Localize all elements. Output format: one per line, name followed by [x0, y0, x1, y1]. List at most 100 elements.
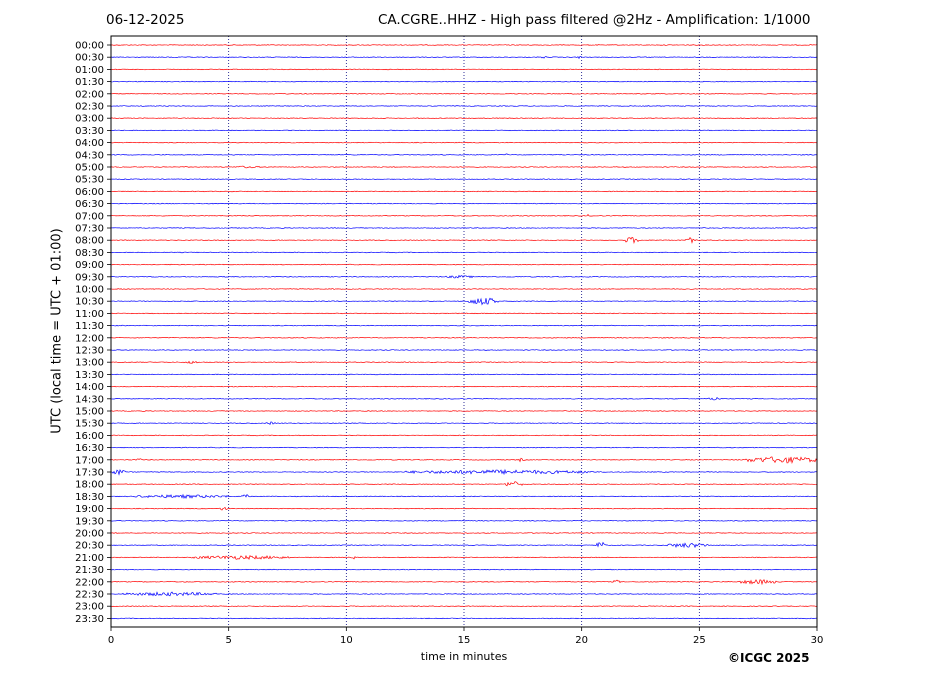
trace-0900 [110, 263, 818, 266]
trace-1300 [110, 360, 818, 365]
y-tick-label: 02:30 [75, 102, 104, 113]
y-tick-label: 14:30 [75, 394, 104, 405]
y-tick-label: 00:00 [75, 41, 104, 52]
y-tick-label: 23:30 [75, 614, 104, 625]
y-tick-label: 07:00 [75, 211, 104, 222]
y-tick-label: 00:30 [75, 53, 104, 64]
y-tick-label: 18:30 [75, 492, 104, 503]
y-tick-label: 13:30 [75, 370, 104, 381]
trace-2130 [110, 568, 818, 571]
trace-0930 [110, 274, 818, 279]
trace-0400 [110, 141, 818, 144]
y-tick-label: 04:30 [75, 150, 104, 161]
trace-0700 [110, 213, 818, 217]
y-tick-label: 20:00 [75, 529, 104, 540]
trace-0800 [110, 236, 818, 244]
y-tick-label: 02:00 [75, 89, 104, 100]
trace-0230 [110, 105, 818, 107]
trace-0530 [110, 178, 818, 180]
trace-2100 [110, 554, 818, 561]
x-tick-label: 5 [225, 635, 231, 646]
date-label: 06-12-2025 [106, 12, 185, 28]
y-tick-label: 01:00 [75, 65, 104, 76]
chart-title: CA.CGRE..HHZ - High pass filtered @2Hz -… [378, 12, 811, 28]
y-tick-label: 22:30 [75, 590, 104, 601]
x-tick-label: 10 [340, 635, 353, 646]
y-tick-label: 17:00 [75, 455, 104, 466]
y-tick-label: 11:00 [75, 309, 104, 320]
trace-0300 [110, 117, 818, 119]
y-tick-label: 16:00 [75, 431, 104, 442]
trace-1800 [110, 481, 818, 487]
trace-0730 [110, 227, 818, 229]
x-tick-label: 15 [458, 635, 471, 646]
y-tick-label: 03:30 [75, 126, 104, 137]
x-axis-label: time in minutes [420, 650, 508, 663]
y-tick-label: 14:00 [75, 382, 104, 393]
trace-1330 [110, 373, 818, 376]
y-tick-label: 06:00 [75, 187, 104, 198]
trace-0830 [110, 251, 818, 254]
y-tick-label: 12:30 [75, 346, 104, 357]
y-tick-label: 18:00 [75, 480, 104, 491]
x-tick-label: 30 [811, 635, 824, 646]
y-tick-label: 15:30 [75, 419, 104, 430]
y-tick-label: 10:00 [75, 285, 104, 296]
trace-0030 [110, 55, 818, 60]
trace-1430 [110, 397, 818, 401]
trace-0330 [110, 129, 818, 132]
trace-0430 [110, 153, 818, 156]
trace-1530 [110, 421, 818, 425]
y-tick-label: 10:30 [75, 297, 104, 308]
trace-1900 [110, 506, 818, 511]
y-tick-label: 09:00 [75, 260, 104, 271]
y-tick-label: 05:00 [75, 163, 104, 174]
trace-0630 [110, 202, 818, 205]
y-tick-label: 06:30 [75, 199, 104, 210]
plot-frame [110, 35, 818, 628]
trace-0100 [110, 68, 818, 71]
copyright-label: ©ICGC 2025 [728, 651, 810, 665]
trace-1400 [110, 385, 818, 388]
y-tick-label: 15:00 [75, 407, 104, 418]
trace-1630 [110, 446, 818, 449]
trace-1930 [110, 520, 818, 522]
y-tick-label: 07:30 [75, 224, 104, 235]
trace-2330 [110, 617, 818, 620]
trace-1000 [110, 288, 818, 290]
x-tick-label: 0 [108, 635, 114, 646]
trace-1600 [110, 434, 818, 437]
y-tick-label: 08:30 [75, 248, 104, 259]
trace-2230 [110, 591, 818, 597]
trace-1200 [110, 337, 818, 339]
trace-0500 [110, 165, 817, 169]
x-tick-label: 20 [575, 635, 588, 646]
trace-0600 [110, 190, 818, 193]
trace-1030 [110, 297, 818, 306]
y-tick-label: 21:00 [75, 553, 104, 564]
y-tick-label: 13:00 [75, 358, 104, 369]
y-tick-label: 11:30 [75, 321, 104, 332]
y-tick-label: 08:00 [75, 236, 104, 247]
y-tick-label: 16:30 [75, 443, 104, 454]
y-tick-label: 22:00 [75, 577, 104, 588]
trace-0130 [110, 80, 818, 83]
x-tick-label: 25 [693, 635, 706, 646]
trace-1730 [110, 468, 818, 476]
trace-0000 [110, 44, 818, 46]
trace-2300 [110, 605, 818, 607]
trace-1500 [110, 410, 818, 412]
y-tick-label: 20:30 [75, 541, 104, 552]
trace-2030 [110, 541, 818, 549]
y-tick-label: 21:30 [75, 565, 104, 576]
trace-1230 [110, 349, 818, 351]
trace-2000 [110, 532, 818, 534]
y-tick-label: 19:30 [75, 516, 104, 527]
y-tick-label: 12:00 [75, 333, 104, 344]
trace-1830 [110, 493, 818, 500]
y-tick-label: 04:00 [75, 138, 104, 149]
y-tick-label: 03:00 [75, 114, 104, 125]
y-tick-label: 17:30 [75, 468, 104, 479]
trace-1100 [110, 312, 818, 315]
y-tick-label: 05:30 [75, 175, 104, 186]
